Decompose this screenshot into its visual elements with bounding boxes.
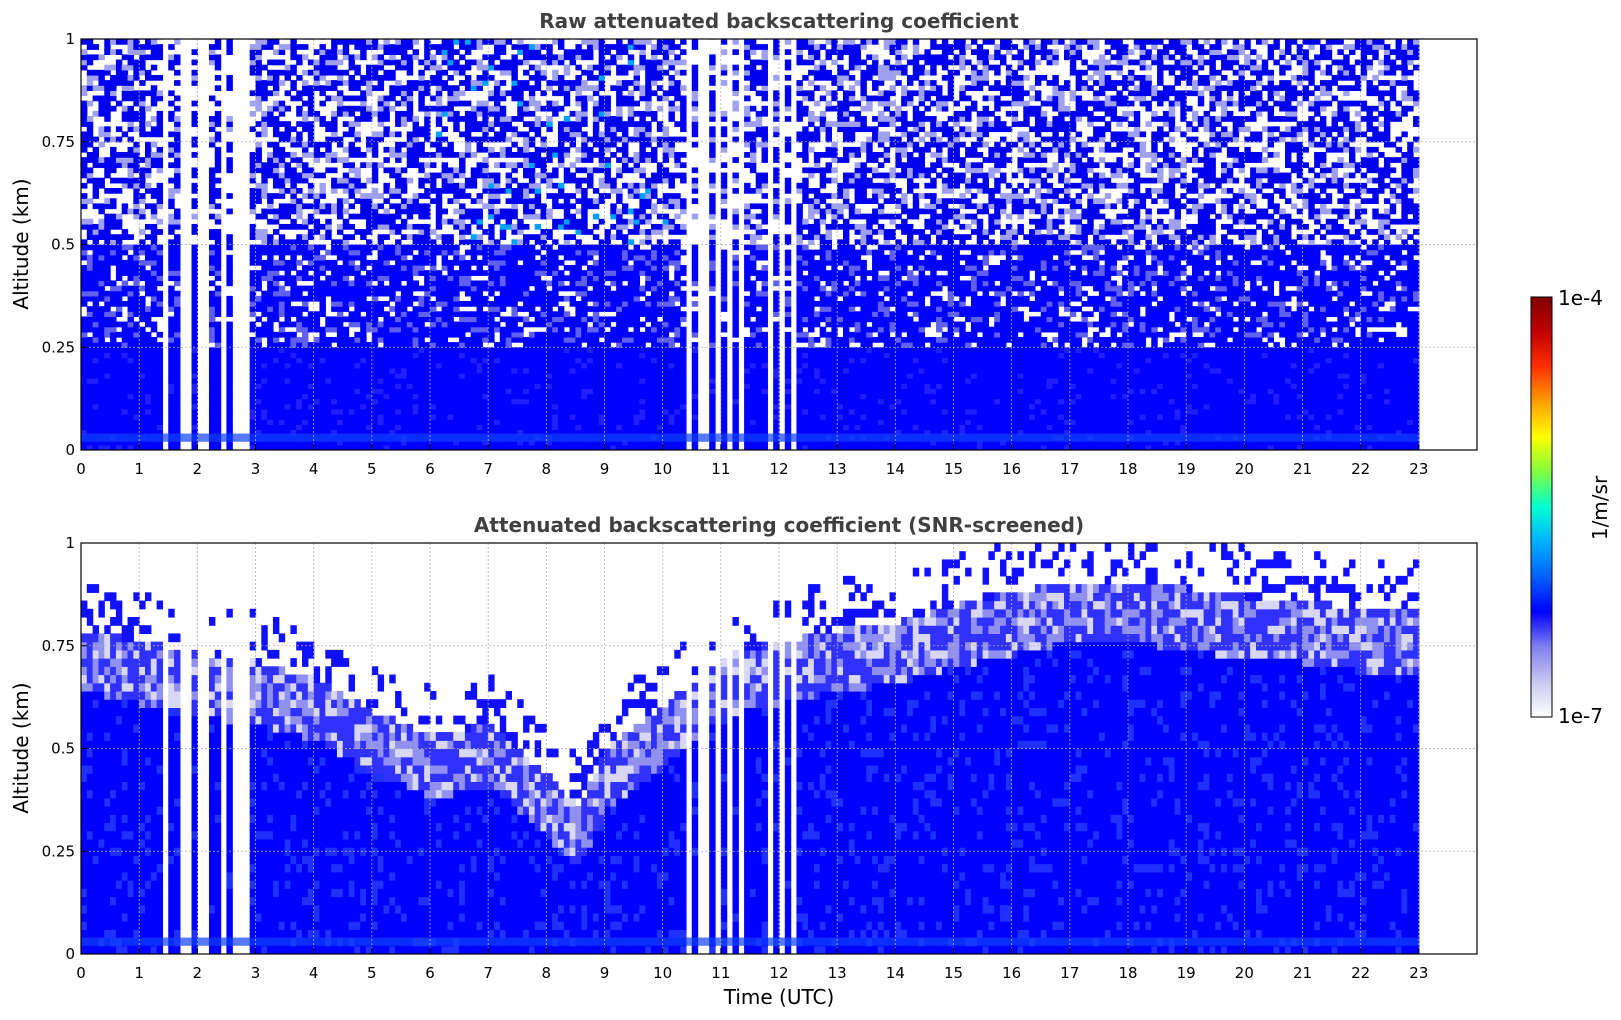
y-tick-label: 0.75 (42, 133, 75, 151)
x-tick-label: 21 (1293, 460, 1312, 478)
x-tick-label: 8 (542, 964, 552, 982)
x-tick-label: 0 (76, 460, 86, 478)
bottom-panel: Attenuated backscattering coefficient (S… (9, 513, 1478, 1009)
bottom-heatmap (81, 543, 1420, 954)
x-tick-label: 10 (653, 460, 672, 478)
x-tick-label: 17 (1060, 460, 1079, 478)
ground-band (81, 937, 1419, 946)
y-tick-label: 0.5 (51, 740, 75, 758)
x-tick-label: 12 (769, 460, 788, 478)
x-tick-label: 14 (886, 964, 905, 982)
y-tick-label: 0 (65, 441, 75, 459)
ground-band (81, 433, 1419, 442)
x-tick-label: 0 (76, 964, 86, 982)
x-tick-label: 12 (769, 964, 788, 982)
x-tick-label: 19 (1177, 964, 1196, 982)
y-tick-label: 0.25 (42, 338, 75, 356)
y-tick-label: 1 (65, 534, 75, 552)
colorbar-gradient (1530, 296, 1553, 718)
x-tick-label: 2 (193, 964, 203, 982)
bottom-y-axis-label: Altitude (km) (9, 682, 33, 813)
y-tick-label: 0.5 (51, 236, 75, 254)
x-tick-label: 17 (1060, 964, 1079, 982)
x-tick-label: 21 (1293, 964, 1312, 982)
x-tick-label: 1 (134, 460, 144, 478)
x-tick-label: 9 (600, 964, 610, 982)
x-tick-label: 10 (653, 964, 672, 982)
x-tick-label: 22 (1351, 460, 1370, 478)
x-axis-label: Time (UTC) (723, 985, 835, 1009)
x-tick-label: 16 (1002, 964, 1021, 982)
x-tick-label: 19 (1177, 460, 1196, 478)
x-tick-label: 9 (600, 460, 610, 478)
x-tick-label: 13 (828, 460, 847, 478)
y-tick-label: 0.75 (42, 637, 75, 655)
x-tick-label: 3 (251, 460, 261, 478)
x-tick-label: 22 (1351, 964, 1370, 982)
top-heatmap (81, 39, 1420, 450)
x-tick-label: 4 (309, 964, 319, 982)
x-tick-label: 4 (309, 460, 319, 478)
top-y-axis-label: Altitude (km) (9, 178, 33, 309)
x-tick-label: 23 (1409, 964, 1428, 982)
x-tick-label: 3 (251, 964, 261, 982)
x-tick-label: 18 (1118, 460, 1137, 478)
top-y-ticks: 0 0.25 0.5 0.75 1 (42, 30, 87, 459)
x-tick-label: 8 (542, 460, 552, 478)
bottom-x-ticks: 0 1 2 3 4 5 6 7 8 9 10 11 12 13 14 15 16 17 18 19 20 21 22 23 (76, 948, 1428, 982)
x-tick-label: 6 (425, 460, 435, 478)
top-panel: Raw attenuated backscattering coefficien… (9, 9, 1478, 478)
y-tick-label: 0 (65, 945, 75, 963)
x-tick-label: 15 (944, 964, 963, 982)
x-tick-label: 13 (828, 964, 847, 982)
x-tick-label: 5 (367, 964, 377, 982)
top-panel-title: Raw attenuated backscattering coefficien… (539, 9, 1019, 33)
x-tick-label: 7 (483, 964, 493, 982)
x-tick-label: 14 (886, 460, 905, 478)
colorbar-min-label: 1e-7 (1558, 704, 1603, 728)
x-tick-label: 18 (1118, 964, 1137, 982)
bottom-y-ticks: 0 0.25 0.5 0.75 1 (42, 534, 87, 963)
x-tick-label: 6 (425, 964, 435, 982)
y-tick-label: 1 (65, 30, 75, 48)
x-tick-label: 20 (1235, 460, 1254, 478)
x-tick-label: 20 (1235, 964, 1254, 982)
x-tick-label: 16 (1002, 460, 1021, 478)
x-tick-label: 1 (134, 964, 144, 982)
colorbar-unit-label: 1/m/sr (1588, 475, 1612, 540)
y-tick-label: 0.25 (42, 842, 75, 860)
x-tick-label: 11 (711, 460, 730, 478)
colorbar-max-label: 1e-4 (1558, 286, 1603, 310)
x-tick-label: 2 (193, 460, 203, 478)
bottom-panel-title: Attenuated backscattering coefficient (S… (474, 513, 1084, 537)
x-tick-label: 23 (1409, 460, 1428, 478)
x-tick-label: 7 (483, 460, 493, 478)
colorbar: 1e-4 1e-7 1/m/sr (1530, 286, 1612, 728)
x-tick-label: 5 (367, 460, 377, 478)
top-x-ticks: 0 1 2 3 4 5 6 7 8 9 10 11 12 13 14 15 16 17 18 19 20 21 22 23 (76, 444, 1428, 478)
x-tick-label: 11 (711, 964, 730, 982)
x-tick-label: 15 (944, 460, 963, 478)
